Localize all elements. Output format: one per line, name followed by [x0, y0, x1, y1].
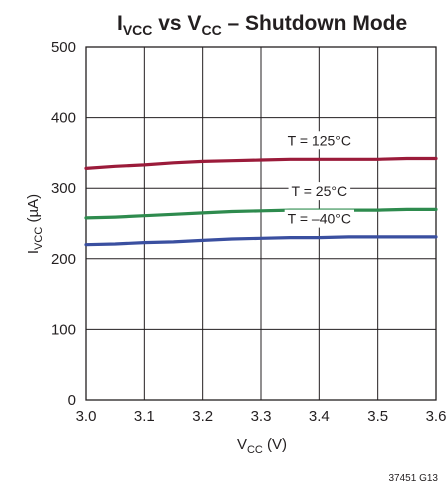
series-lines — [84, 156, 438, 247]
x-tick-labels: 3.0 3.1 3.2 3.3 3.4 3.5 3.6 — [76, 408, 447, 425]
x-tick-label: 3.2 — [192, 408, 213, 425]
y-tick-label: 0 — [68, 392, 76, 409]
series-label: T = 125°C — [288, 132, 351, 148]
x-tick-label: 3.0 — [76, 408, 97, 425]
y-tick-label: 300 — [51, 180, 76, 197]
series-label-background — [288, 182, 351, 201]
x-tick-label: 3.4 — [309, 408, 330, 425]
plot-frame — [85, 46, 437, 401]
y-tick-label: 200 — [51, 251, 76, 268]
y-tick-label: 100 — [51, 321, 76, 338]
y-tick-labels: 0 100 200 300 400 500 — [51, 39, 76, 409]
series-labels: T = 125°C T = 25°C T = –40°C — [284, 131, 354, 228]
series-label: T = 25°C — [292, 183, 348, 199]
grid — [86, 47, 436, 400]
x-tick-label: 3.1 — [134, 408, 155, 425]
x-tick-label: 3.6 — [426, 408, 447, 425]
figure-code: 37451 G13 — [389, 473, 439, 484]
series-line — [84, 235, 438, 247]
x-axis-label: VCC (V) — [237, 436, 287, 456]
x-tick-label: 3.5 — [367, 408, 388, 425]
y-tick-label: 500 — [51, 39, 76, 56]
chart-title: IVCC vs VCC – Shutdown Mode — [117, 12, 407, 38]
y-axis-label: IVCC (µA) — [25, 194, 45, 254]
x-tick-label: 3.3 — [251, 408, 272, 425]
series-line — [84, 207, 438, 220]
series-label-background — [284, 131, 354, 150]
series-line — [84, 156, 438, 170]
series-label: T = –40°C — [288, 211, 351, 227]
y-tick-label: 400 — [51, 110, 76, 127]
series-label-background — [284, 209, 354, 228]
